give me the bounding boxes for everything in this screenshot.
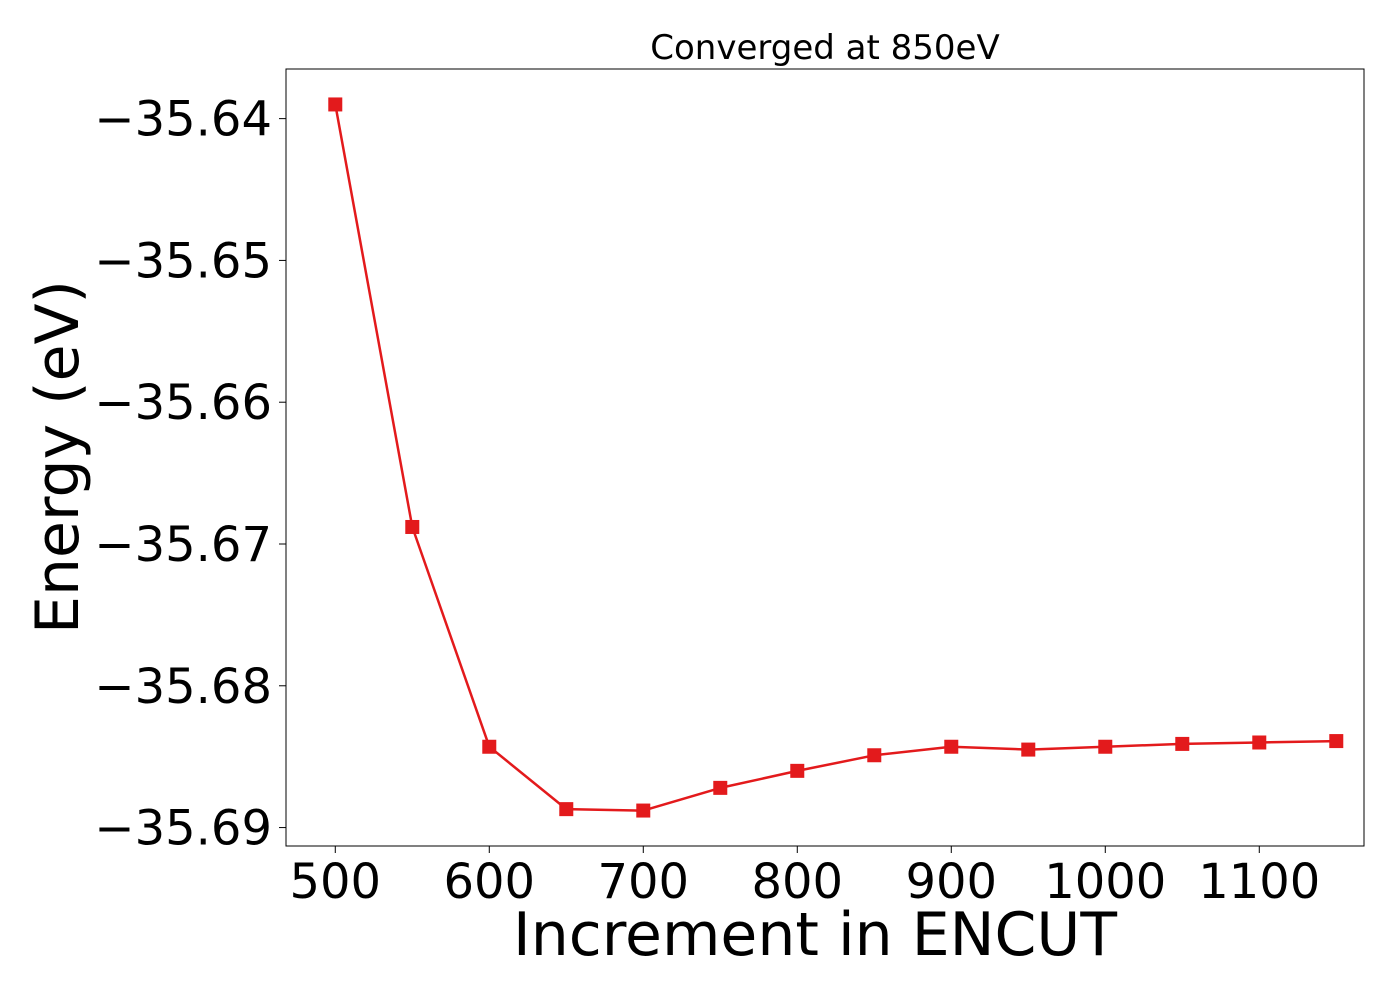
data-point-marker [713,780,728,795]
chart-title: Converged at 850eV [650,28,999,68]
data-point-marker [405,519,420,534]
x-tick-label: 1100 [1198,854,1320,910]
x-tick-label: 700 [597,854,689,910]
y-tick-label: −35.65 [94,233,272,289]
data-point-marker [1252,735,1267,750]
plot-frame [285,68,1365,847]
axis-ticks: 500 600 700 800 900 1000 1100 −35.64 −35.65 −35.6… [94,92,1320,910]
y-axis-label: Energy (eV) [23,280,93,634]
y-tick-label: −35.66 [94,375,272,431]
data-point-marker [944,739,959,754]
data-point-marker [867,748,882,763]
data-point-marker [1329,734,1344,749]
y-tick-label: −35.67 [94,517,272,573]
data-point-marker [1175,736,1190,751]
x-tick-label: 900 [905,854,997,910]
y-tick-label: −35.64 [94,92,272,148]
series-line [334,104,1337,812]
y-tick-label: −35.69 [94,801,272,857]
data-point-marker [482,739,497,754]
data-point-marker [328,97,343,112]
data-point-marker [1021,742,1036,757]
x-tick-label: 600 [443,854,535,910]
x-axis-label: Increment in ENCUT [513,900,1117,970]
y-tick-label: −35.68 [94,659,272,715]
data-point-marker [790,763,805,778]
x-tick-label: 500 [289,854,381,910]
x-tick-label: 1000 [1044,854,1166,910]
x-tick-label: 800 [751,854,843,910]
data-point-marker [559,802,574,817]
data-point-marker [1098,739,1113,754]
data-point-marker [636,803,651,818]
plot-series [328,97,1344,818]
